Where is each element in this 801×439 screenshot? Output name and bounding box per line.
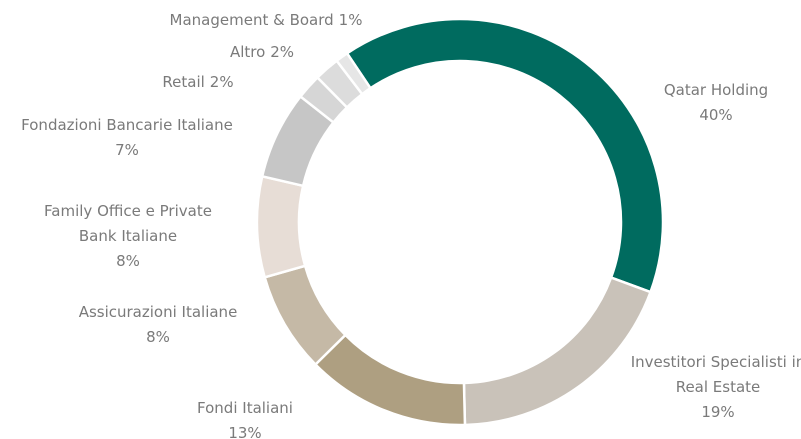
category-label: Management & Board (169, 11, 334, 29)
value-label: 1% (338, 11, 363, 29)
segment-label: Management & Board 1% (170, 8, 363, 33)
value-label: 8% (146, 328, 170, 346)
value-label: 19% (701, 403, 735, 421)
category-label: Fondi Italiani (197, 399, 293, 417)
category-label: Qatar Holding (663, 81, 769, 99)
category-label: Investitori Specialisti in Real Estate (630, 353, 801, 396)
donut-segment (345, 17, 665, 294)
segment-label: Fondazioni Bancarie Italiane 7% (21, 113, 233, 163)
segment-label: Qatar Holding 40% (664, 78, 768, 128)
segment-label: Retail 2% (162, 70, 233, 95)
donut-segment (255, 174, 307, 279)
segment-label: Assicurazioni Italiane 8% (79, 300, 238, 350)
category-label: Fondazioni Bancarie Italiane (21, 116, 233, 134)
donut-segment (462, 275, 653, 427)
donut-segment (334, 51, 373, 96)
donut-segment (313, 333, 467, 427)
value-label: 40% (699, 106, 733, 124)
value-label: 8% (116, 252, 140, 270)
segment-label: Fondi Italiani 13% (197, 396, 293, 439)
segment-label: Investitori Specialisti in Real Estate 19… (631, 350, 801, 425)
segment-label: Altro 2% (230, 40, 294, 65)
value-label: 13% (228, 424, 262, 439)
category-label: Family Office e Private Bank Italiane (44, 202, 212, 245)
category-label: Retail (162, 73, 205, 91)
segment-label: Family Office e Private Bank Italiane 8% (28, 199, 228, 274)
category-label: Altro (229, 43, 266, 61)
value-label: 2% (209, 73, 234, 91)
category-label: Assicurazioni Italiane (78, 303, 238, 321)
value-label: 7% (115, 141, 139, 159)
value-label: 2% (270, 43, 295, 61)
